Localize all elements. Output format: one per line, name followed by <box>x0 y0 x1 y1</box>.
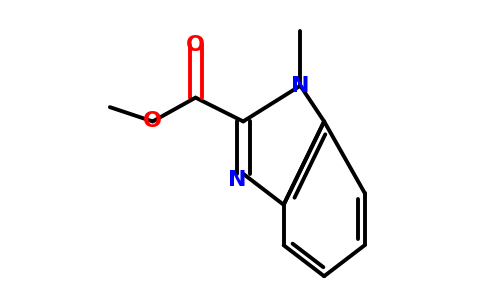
Text: O: O <box>186 35 205 55</box>
Text: O: O <box>143 111 162 131</box>
Text: N: N <box>228 170 246 190</box>
Text: N: N <box>291 76 310 96</box>
